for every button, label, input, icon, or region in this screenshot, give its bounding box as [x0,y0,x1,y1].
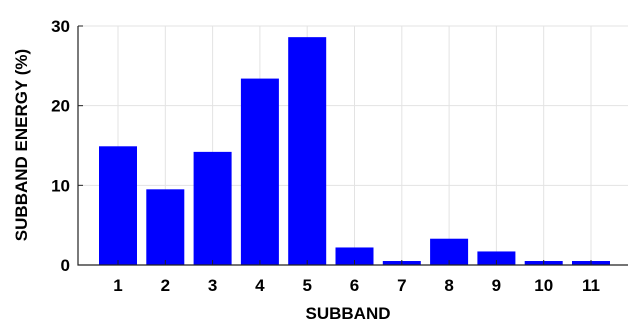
axis-frame [77,26,628,266]
x-tick-label: 5 [302,276,311,295]
x-tick-label: 4 [255,276,265,295]
bar-subband-6 [335,247,374,265]
x-tick-label: 1 [113,276,122,295]
x-tick-label: 3 [208,276,217,295]
grid-lines [78,25,628,265]
bars [99,37,610,265]
x-tick-label: 10 [534,276,553,295]
bar-subband-1 [99,146,137,265]
x-tick-label: 6 [350,276,359,295]
x-tick-label: 8 [444,276,453,295]
bar-subband-9 [477,251,516,265]
x-axis-label: SUBBAND [306,304,391,323]
y-tick-label: 30 [51,17,70,36]
y-axis-label: SUBBAND ENERGY (%) [12,49,31,241]
axes [77,25,628,266]
x-tick-label: 2 [161,276,170,295]
x-tick-label: 9 [492,276,501,295]
tick-labels: 0 10 20 30 1 2 3 4 5 6 7 8 9 10 11 [51,17,600,295]
x-tick-label: 11 [582,276,600,295]
y-tick-label: 10 [51,176,70,195]
y-tick-label: 20 [51,97,70,116]
bar-subband-4 [240,78,279,265]
bar-subband-5 [288,37,327,265]
bar-subband-2 [146,189,185,265]
bar-subband-3 [193,151,232,265]
x-tick-label: 7 [397,276,406,295]
y-tick-label: 0 [61,256,70,275]
